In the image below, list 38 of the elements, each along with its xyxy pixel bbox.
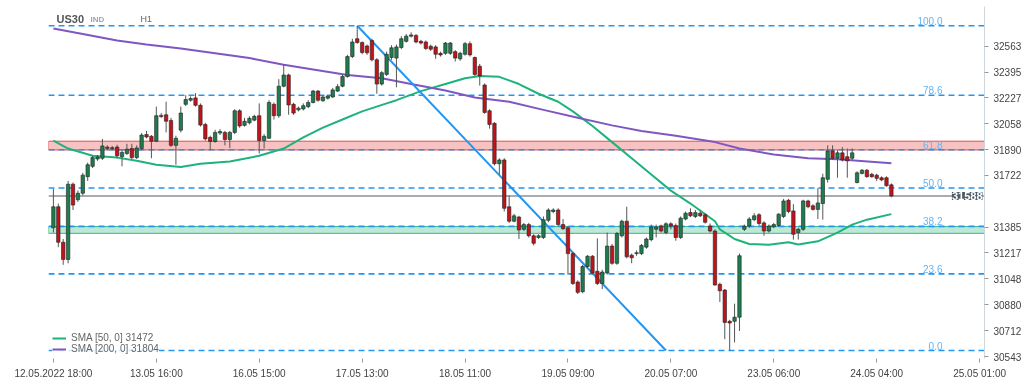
y-tick-label: 31890 [993, 144, 1022, 156]
y-tick-label: 30543 [993, 351, 1022, 363]
annotation: 38.2 [923, 216, 943, 228]
y-tick-label: 30712 [993, 325, 1022, 337]
x-tick-label: 24.05 04:00 [850, 367, 904, 379]
annotation: 100.0 [917, 15, 943, 27]
x-tick-label: 13.05 16:00 [129, 367, 184, 379]
ref-line-label: 31588 [951, 190, 983, 203]
x-tick-label: 19.05 09:00 [541, 367, 595, 379]
x-tick-label: 17.05 13:00 [335, 367, 389, 379]
line-series [52, 27, 893, 165]
annotation: 61.8 [923, 139, 943, 151]
x-tick-label: 16.05 15:00 [232, 367, 287, 379]
annotation: 23.6 [923, 263, 943, 275]
y-tick-label: 31385 [993, 222, 1022, 234]
x-tick-label: 25.05 01:00 [953, 367, 1007, 379]
candlestick [178, 106, 183, 133]
x-tick-label: 18.05 11:00 [439, 367, 492, 379]
y-tick-label: 32395 [993, 67, 1022, 79]
y-tick-label: 32058 [993, 118, 1022, 130]
y-tick-label: 32563 [993, 41, 1022, 53]
legend-label: SMA [50, 0] 31472 [71, 332, 154, 343]
legend-label: SMA [200, 0] 31804 [71, 343, 159, 354]
candlestick [119, 149, 125, 167]
annotation: 0.0 [928, 340, 943, 352]
x-tick-label: 12.05.2022 18:00 [14, 367, 93, 379]
y-tick-label: 32227 [993, 92, 1022, 104]
y-tick-label: 31217 [993, 247, 1022, 259]
annotation: 78.6 [923, 85, 943, 97]
y-tick-label: 31048 [993, 273, 1022, 285]
y-tick-label: 30880 [993, 299, 1022, 311]
annotation: 50.0 [923, 178, 943, 190]
text: US30 [56, 12, 85, 25]
y-tick-label: 31722 [993, 170, 1022, 182]
x-tick-label: 23.05 06:00 [747, 367, 801, 379]
annotation: H1 [140, 13, 153, 24]
text: IND [90, 14, 105, 24]
x-tick-label: 20.05 07:00 [644, 367, 698, 379]
